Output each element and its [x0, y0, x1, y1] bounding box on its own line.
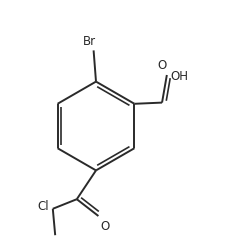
- Text: OH: OH: [170, 70, 188, 83]
- Text: O: O: [100, 220, 110, 233]
- Text: O: O: [157, 59, 167, 72]
- Text: Cl: Cl: [38, 200, 49, 213]
- Text: Br: Br: [83, 35, 96, 48]
